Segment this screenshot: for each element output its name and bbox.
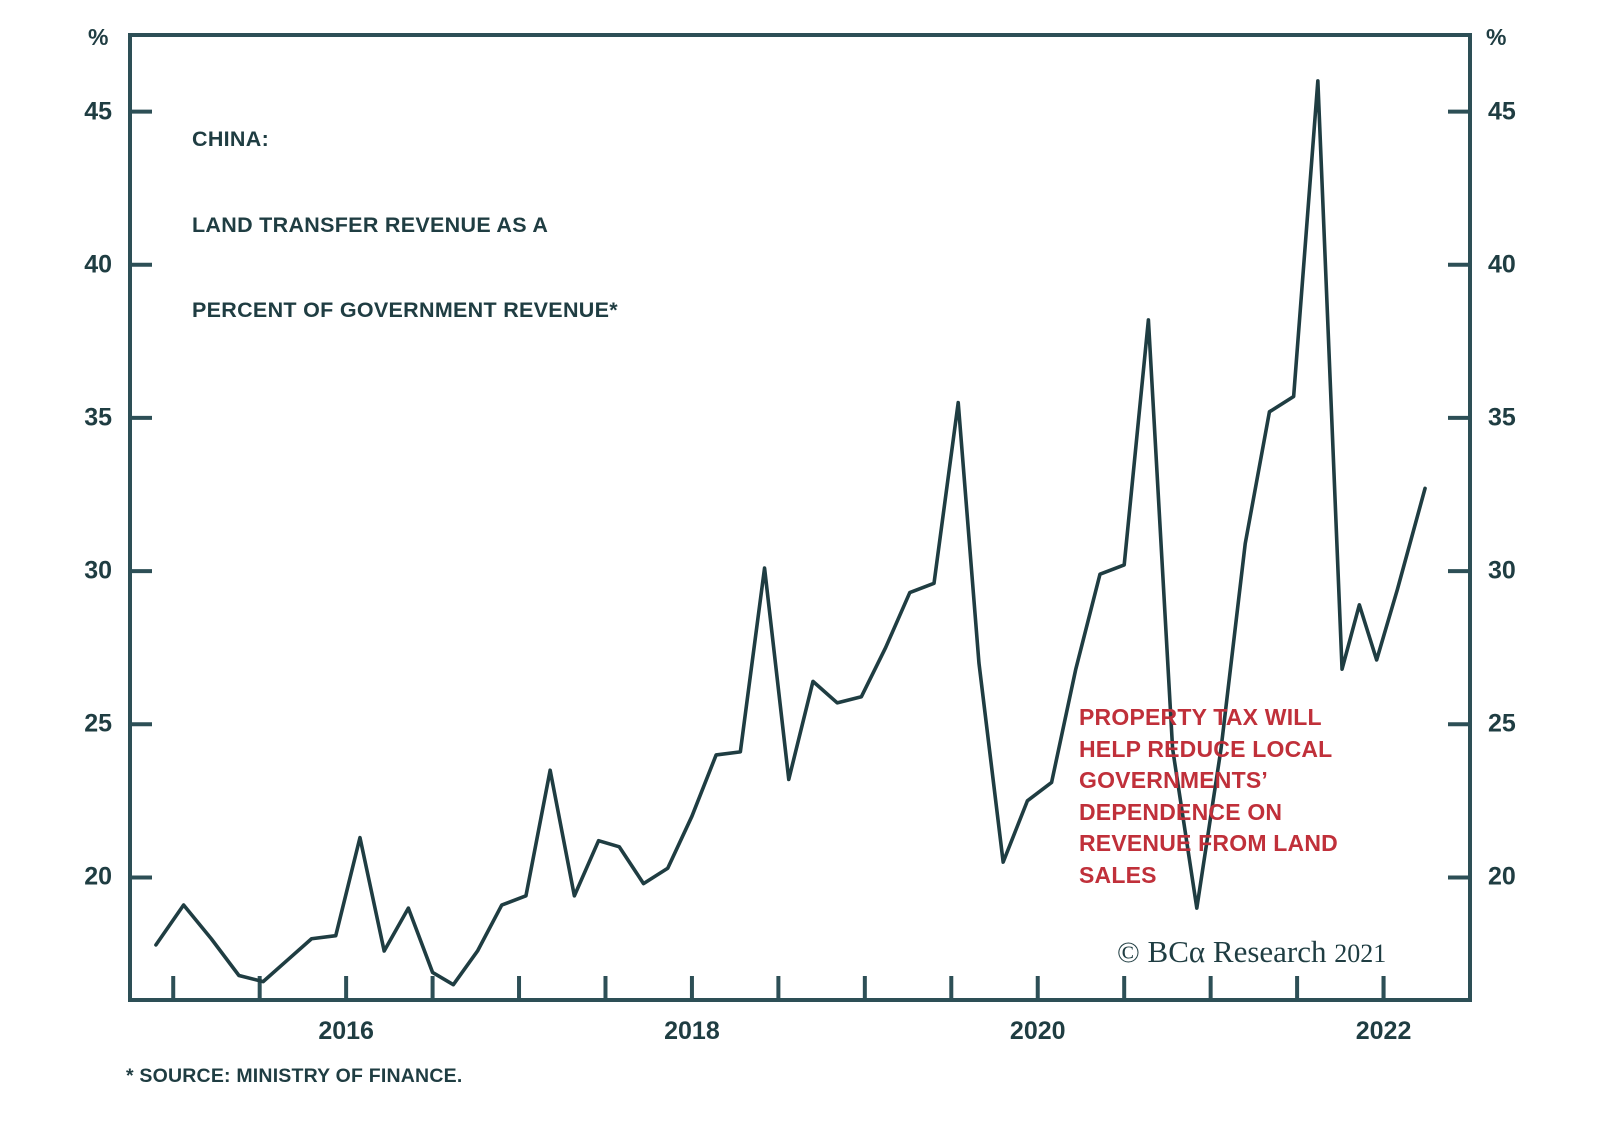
- chart-title: CHINA: LAND TRANSFER REVENUE AS A PERCEN…: [192, 68, 618, 382]
- y-axis-unit-right: %: [1486, 24, 1507, 50]
- y-axis-label-right: 30: [1488, 556, 1516, 585]
- brand-name: BCα Research: [1147, 934, 1327, 969]
- annotation-line-2: HELP REDUCE LOCAL: [1079, 735, 1333, 762]
- y-axis-label-left: 25: [84, 709, 112, 738]
- annotation-line-4: DEPENDENCE ON: [1079, 798, 1283, 825]
- annotation-line-5: REVENUE FROM LAND: [1079, 830, 1338, 856]
- x-axis-label: 2022: [1355, 1017, 1412, 1045]
- x-axis-label: 2016: [318, 1017, 374, 1045]
- annotation-line-1: PROPERTY TAX WILL: [1079, 704, 1322, 730]
- y-axis-label-right: 25: [1488, 709, 1516, 738]
- y-axis-label-right: 35: [1488, 403, 1516, 432]
- chart-title-line-3: PERCENT OF GOVERNMENT REVENUE*: [192, 298, 618, 322]
- chart-title-line-2: LAND TRANSFER REVENUE AS A: [192, 212, 549, 237]
- y-axis-label-left: 40: [84, 250, 112, 279]
- y-axis-label-left: 30: [84, 556, 112, 585]
- copyright-icon: ©: [1117, 936, 1140, 969]
- y-axis-label-left: 20: [84, 862, 112, 891]
- y-axis-label-right: 20: [1488, 862, 1516, 891]
- annotation-line-3: GOVERNMENTS’: [1079, 767, 1268, 793]
- y-axis-unit-left: %: [88, 24, 109, 50]
- bca-research-logo: © BCα Research 2021: [1117, 934, 1386, 970]
- brand-year: 2021: [1334, 939, 1387, 968]
- chart-annotation: PROPERTY TAX WILL HELP REDUCE LOCAL GOVE…: [1079, 702, 1419, 891]
- y-axis-label-right: 40: [1488, 250, 1516, 279]
- y-axis-label-left: 45: [84, 97, 112, 126]
- annotation-line-6: SALES: [1079, 861, 1157, 888]
- x-axis-label: 2018: [664, 1017, 720, 1045]
- plot-frame: [128, 33, 1472, 1002]
- x-axis-label: 2020: [1009, 1017, 1066, 1045]
- data-series-line: [154, 79, 1427, 987]
- y-axis-label-right: 45: [1488, 97, 1516, 126]
- chart-title-line-1: CHINA:: [192, 127, 270, 151]
- source-note: * SOURCE: MINISTRY OF FINANCE.: [126, 1065, 463, 1087]
- y-axis-label-left: 35: [84, 403, 112, 432]
